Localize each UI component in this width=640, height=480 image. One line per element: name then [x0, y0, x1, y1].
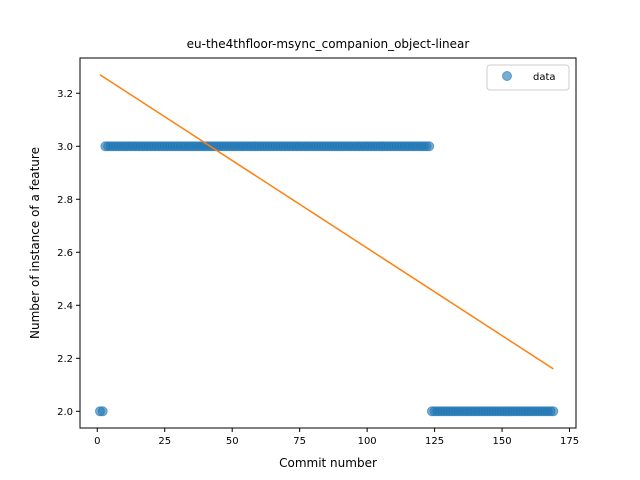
legend-label-data: data [533, 72, 556, 83]
y-tick-label: 2.2 [57, 354, 73, 365]
y-axis: 2.0 2.2 2.4 2.6 2.8 3.0 3.2 [57, 89, 80, 418]
x-tick-label: 100 [358, 436, 377, 447]
x-tick-label: 150 [493, 436, 512, 447]
y-tick-label: 2.6 [57, 248, 73, 259]
x-tick-label: 175 [560, 436, 579, 447]
x-axis: 0 25 50 75 100 125 150 175 [94, 428, 579, 447]
x-tick-label: 75 [293, 436, 306, 447]
data-point [97, 406, 108, 417]
x-tick-label: 25 [158, 436, 171, 447]
y-tick-label: 2.0 [57, 407, 73, 418]
y-axis-label: Number of instance of a feature [28, 147, 42, 339]
x-tick-label: 125 [425, 436, 444, 447]
legend-marker-data [502, 71, 512, 81]
data-point [548, 406, 559, 417]
axes-frame [79, 57, 577, 429]
y-tick-label: 2.8 [57, 195, 73, 206]
legend-box [486, 64, 570, 91]
y-tick-label: 3.2 [57, 89, 73, 100]
x-tick-label: 0 [94, 436, 100, 447]
plot-area [94, 74, 559, 417]
chart-title: eu-the4thfloor-msync_companion_object-li… [187, 37, 470, 51]
y-tick-label: 2.4 [57, 301, 73, 312]
x-tick-label: 50 [226, 436, 239, 447]
data-point [424, 141, 435, 152]
y-tick-label: 3.0 [57, 142, 73, 153]
x-axis-label: Commit number [279, 456, 377, 470]
legend: data [486, 64, 570, 91]
fit-line [99, 74, 554, 370]
